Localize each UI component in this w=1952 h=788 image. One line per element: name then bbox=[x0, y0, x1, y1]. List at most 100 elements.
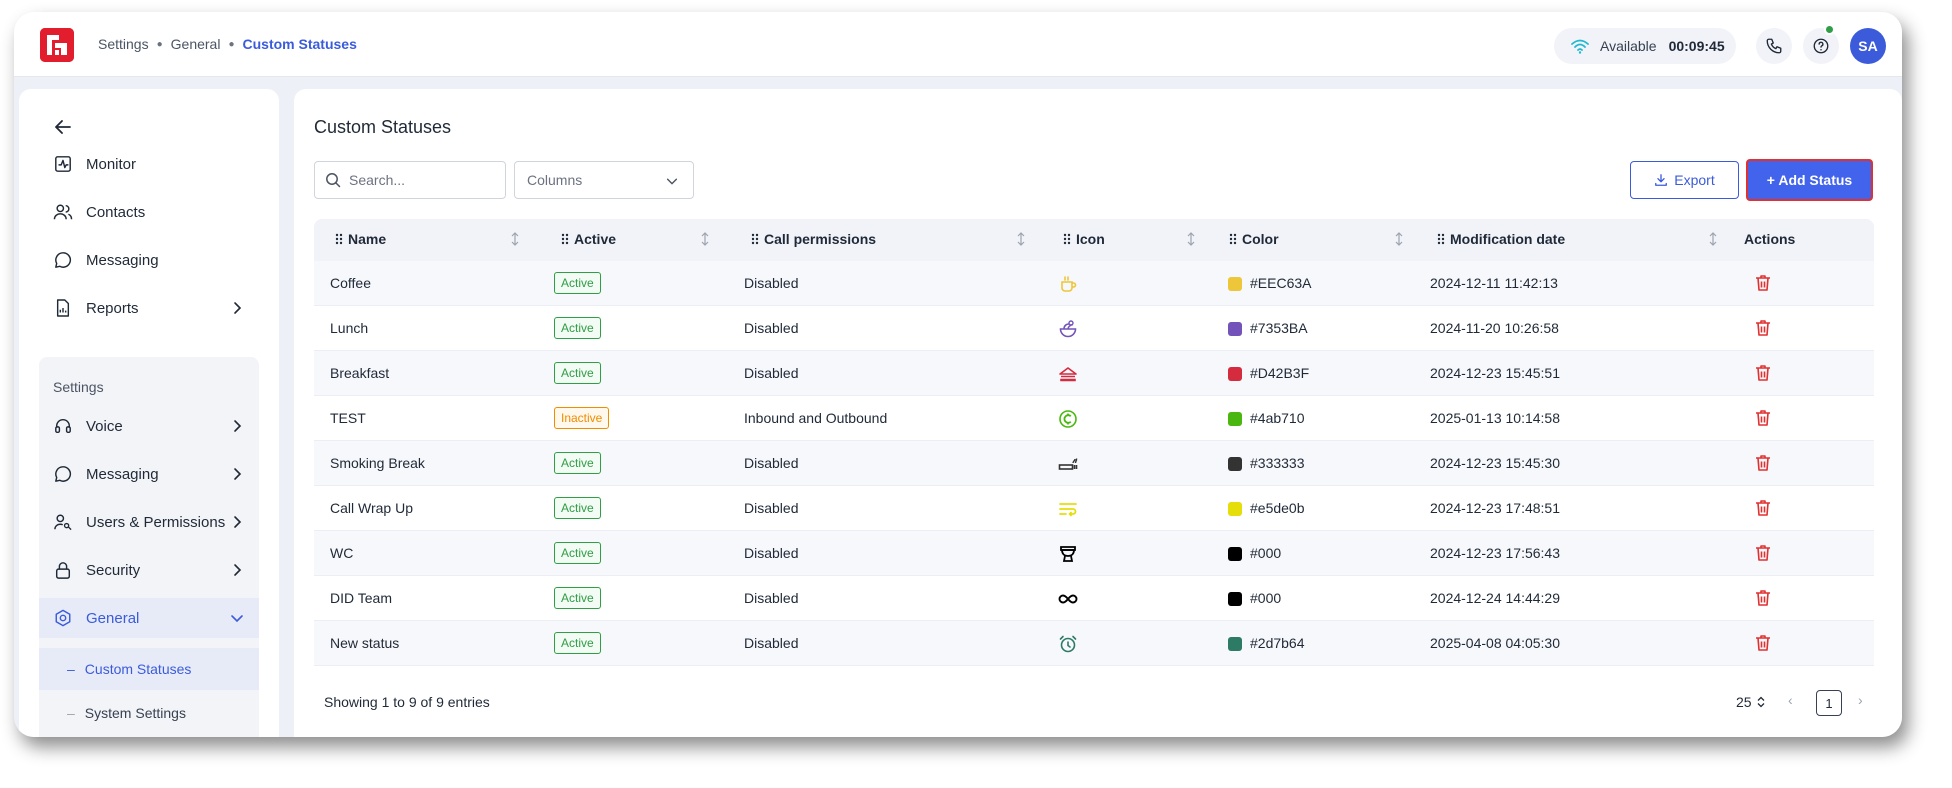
sidebar-item-voice[interactable]: Voice bbox=[39, 406, 259, 446]
salad-bowl-icon bbox=[1059, 320, 1077, 338]
phone-icon bbox=[1766, 38, 1782, 54]
sort-icon[interactable] bbox=[1016, 231, 1026, 247]
coffee-icon bbox=[1061, 276, 1077, 292]
availability-status[interactable]: Available 00:09:45 bbox=[1554, 28, 1736, 64]
trash-icon[interactable] bbox=[1753, 543, 1773, 563]
cell-color: #000 bbox=[1250, 545, 1282, 561]
export-button[interactable]: Export bbox=[1630, 161, 1739, 199]
columns-select-label: Columns bbox=[527, 172, 583, 188]
drag-handle-icon[interactable] bbox=[1062, 232, 1072, 246]
back-arrow-icon[interactable] bbox=[53, 117, 73, 137]
sidebar-subitem-custom-statuses[interactable]: – Custom Statuses bbox=[39, 648, 259, 690]
status-badge: Active bbox=[554, 632, 601, 654]
sidebar-item-settings-messaging[interactable]: Messaging bbox=[39, 454, 259, 494]
sidebar-item-reports[interactable]: Reports bbox=[39, 288, 259, 328]
trash-icon[interactable] bbox=[1753, 273, 1773, 293]
color-swatch bbox=[1228, 592, 1242, 606]
sort-icon[interactable] bbox=[1394, 231, 1404, 247]
add-status-button[interactable]: + Add Status bbox=[1746, 159, 1873, 201]
sort-icon[interactable] bbox=[700, 231, 710, 247]
help-button[interactable] bbox=[1803, 28, 1839, 64]
page-size-select[interactable]: 25 bbox=[1736, 694, 1766, 710]
drag-handle-icon[interactable] bbox=[1228, 232, 1238, 246]
alarm-clock-icon bbox=[1059, 635, 1077, 653]
cell-permissions: Disabled bbox=[744, 320, 799, 336]
sidebar-item-label: General bbox=[86, 609, 140, 627]
cell-color: #D42B3F bbox=[1250, 365, 1310, 381]
sidebar-item-label: Voice bbox=[86, 417, 123, 435]
trash-icon[interactable] bbox=[1753, 633, 1773, 653]
avatar[interactable]: SA bbox=[1850, 28, 1886, 64]
sort-icon[interactable] bbox=[510, 231, 520, 247]
chat-icon bbox=[53, 250, 73, 270]
search-box[interactable] bbox=[314, 161, 506, 199]
sidebar-item-security[interactable]: Security bbox=[39, 550, 259, 590]
prev-page-button[interactable]: ‹ bbox=[1788, 692, 1793, 708]
trash-icon[interactable] bbox=[1753, 498, 1773, 518]
help-icon bbox=[1813, 38, 1829, 54]
sidebar-item-contacts[interactable]: Contacts bbox=[39, 192, 259, 232]
sidebar-item-label: Monitor bbox=[86, 155, 137, 173]
color-swatch bbox=[1228, 457, 1242, 471]
cell-name: WC bbox=[330, 545, 354, 561]
table-row: DID Team Active Disabled #000 2024-12-24… bbox=[314, 576, 1874, 621]
settings-section-label: Settings bbox=[53, 379, 104, 395]
cell-name: Smoking Break bbox=[330, 455, 425, 471]
sidebar-subitem-system-settings[interactable]: – System Settings bbox=[67, 705, 186, 721]
trash-icon[interactable] bbox=[1753, 318, 1773, 338]
column-header-active[interactable]: Active bbox=[560, 231, 616, 247]
breadcrumb-separator: ● bbox=[228, 38, 235, 50]
column-header-modification-date[interactable]: Modification date bbox=[1436, 231, 1565, 247]
sort-icon[interactable] bbox=[1186, 231, 1196, 247]
cell-permissions: Disabled bbox=[744, 275, 799, 291]
cell-permissions: Disabled bbox=[744, 500, 799, 516]
users-icon bbox=[53, 202, 73, 222]
color-swatch bbox=[1228, 322, 1242, 336]
phone-button[interactable] bbox=[1756, 28, 1792, 64]
drag-handle-icon[interactable] bbox=[1436, 232, 1446, 246]
cell-name: Lunch bbox=[330, 320, 369, 336]
chevron-down-icon bbox=[231, 615, 243, 623]
trash-icon[interactable] bbox=[1753, 453, 1773, 473]
column-header-name[interactable]: Name bbox=[334, 231, 386, 247]
breadcrumb-general[interactable]: General bbox=[170, 36, 221, 52]
cell-date: 2024-12-24 14:44:29 bbox=[1430, 590, 1560, 606]
breadcrumb-separator: ● bbox=[156, 38, 163, 50]
next-page-button[interactable]: › bbox=[1858, 692, 1863, 708]
sidebar-item-monitor[interactable]: Monitor bbox=[39, 144, 259, 184]
current-page-button[interactable]: 1 bbox=[1816, 690, 1842, 716]
drag-handle-icon[interactable] bbox=[334, 232, 344, 246]
status-badge: Active bbox=[554, 272, 601, 294]
cell-name: DID Team bbox=[330, 590, 392, 606]
cell-date: 2025-04-08 04:05:30 bbox=[1430, 635, 1560, 651]
trash-icon[interactable] bbox=[1753, 408, 1773, 428]
breadcrumb-settings[interactable]: Settings bbox=[98, 36, 149, 52]
cell-date: 2025-01-13 10:14:58 bbox=[1430, 410, 1560, 426]
columns-select[interactable]: Columns bbox=[514, 161, 694, 199]
column-header-color[interactable]: Color bbox=[1228, 231, 1279, 247]
trash-icon[interactable] bbox=[1753, 588, 1773, 608]
column-header-call-permissions[interactable]: Call permissions bbox=[750, 231, 876, 247]
drag-handle-icon[interactable] bbox=[560, 232, 570, 246]
cell-date: 2024-11-20 10:26:58 bbox=[1430, 320, 1559, 336]
sidebar-item-messaging[interactable]: Messaging bbox=[39, 240, 259, 280]
sidebar-item-label: Users & Permissions bbox=[86, 513, 226, 531]
color-swatch bbox=[1228, 277, 1242, 291]
chevron-right-icon bbox=[234, 564, 242, 576]
chevron-right-icon bbox=[234, 468, 242, 480]
trash-icon[interactable] bbox=[1753, 363, 1773, 383]
page-size-value: 25 bbox=[1736, 694, 1752, 710]
cell-permissions: Disabled bbox=[744, 455, 799, 471]
color-swatch bbox=[1228, 412, 1242, 426]
status-badge: Active bbox=[554, 497, 601, 519]
breadcrumb: Settings ● General ● Custom Statuses bbox=[98, 36, 357, 52]
sort-icon[interactable] bbox=[1708, 231, 1718, 247]
search-input[interactable] bbox=[349, 172, 499, 188]
sidebar-item-general[interactable]: General bbox=[39, 598, 259, 638]
color-swatch bbox=[1228, 547, 1242, 561]
brand-logo[interactable] bbox=[40, 28, 74, 62]
sidebar-item-users-permissions[interactable]: Users & Permissions bbox=[39, 502, 259, 542]
column-header-icon[interactable]: Icon bbox=[1062, 231, 1105, 247]
drag-handle-icon[interactable] bbox=[750, 232, 760, 246]
cigarette-icon bbox=[1058, 458, 1078, 470]
